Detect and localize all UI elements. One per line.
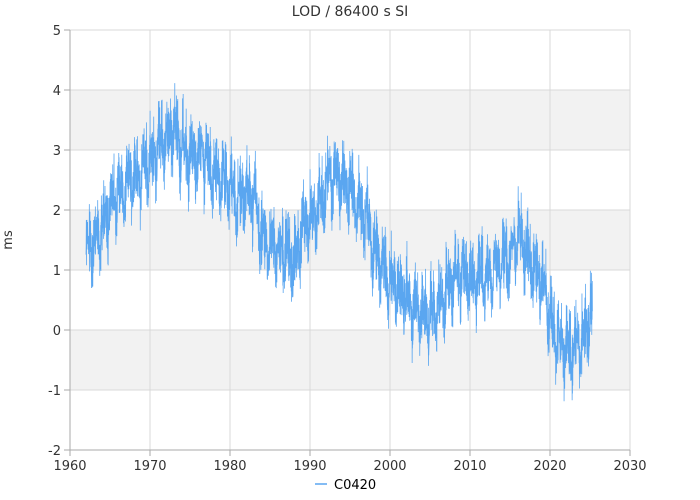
y-axis-label: ms (1, 230, 16, 250)
series-area (85, 83, 593, 402)
x-tick-label: 1970 (133, 459, 166, 474)
x-tick-label: 2000 (373, 459, 406, 474)
y-tick-label: 2 (53, 204, 61, 219)
y-tick-label: -1 (48, 384, 61, 399)
x-tick-label: 2020 (533, 459, 566, 474)
band (70, 90, 630, 150)
y-tick-label: 3 (53, 144, 61, 159)
x-tick-label: 1990 (293, 459, 326, 474)
band (70, 330, 630, 390)
series-line-c0420 (85, 83, 593, 402)
y-tick-label: 5 (53, 24, 61, 39)
legend-label[interactable]: C0420 (334, 478, 376, 493)
y-tick-label: 0 (53, 324, 61, 339)
legend[interactable]: C0420 (315, 478, 376, 493)
axes: -2 -1 0 1 2 3 4 5 1960 1970 1980 1990 2000 2010 2020 20… (48, 24, 647, 474)
y-tick-label: 4 (53, 84, 61, 99)
x-tick-label: 2030 (613, 459, 646, 474)
y-tick-label: -2 (48, 444, 61, 459)
x-tick-label: 2010 (453, 459, 486, 474)
y-tick-label: 1 (53, 264, 61, 279)
x-tick-label: 1980 (213, 459, 246, 474)
x-tick-label: 1960 (53, 459, 86, 474)
chart-title: LOD / 86400 s SI (292, 4, 408, 20)
